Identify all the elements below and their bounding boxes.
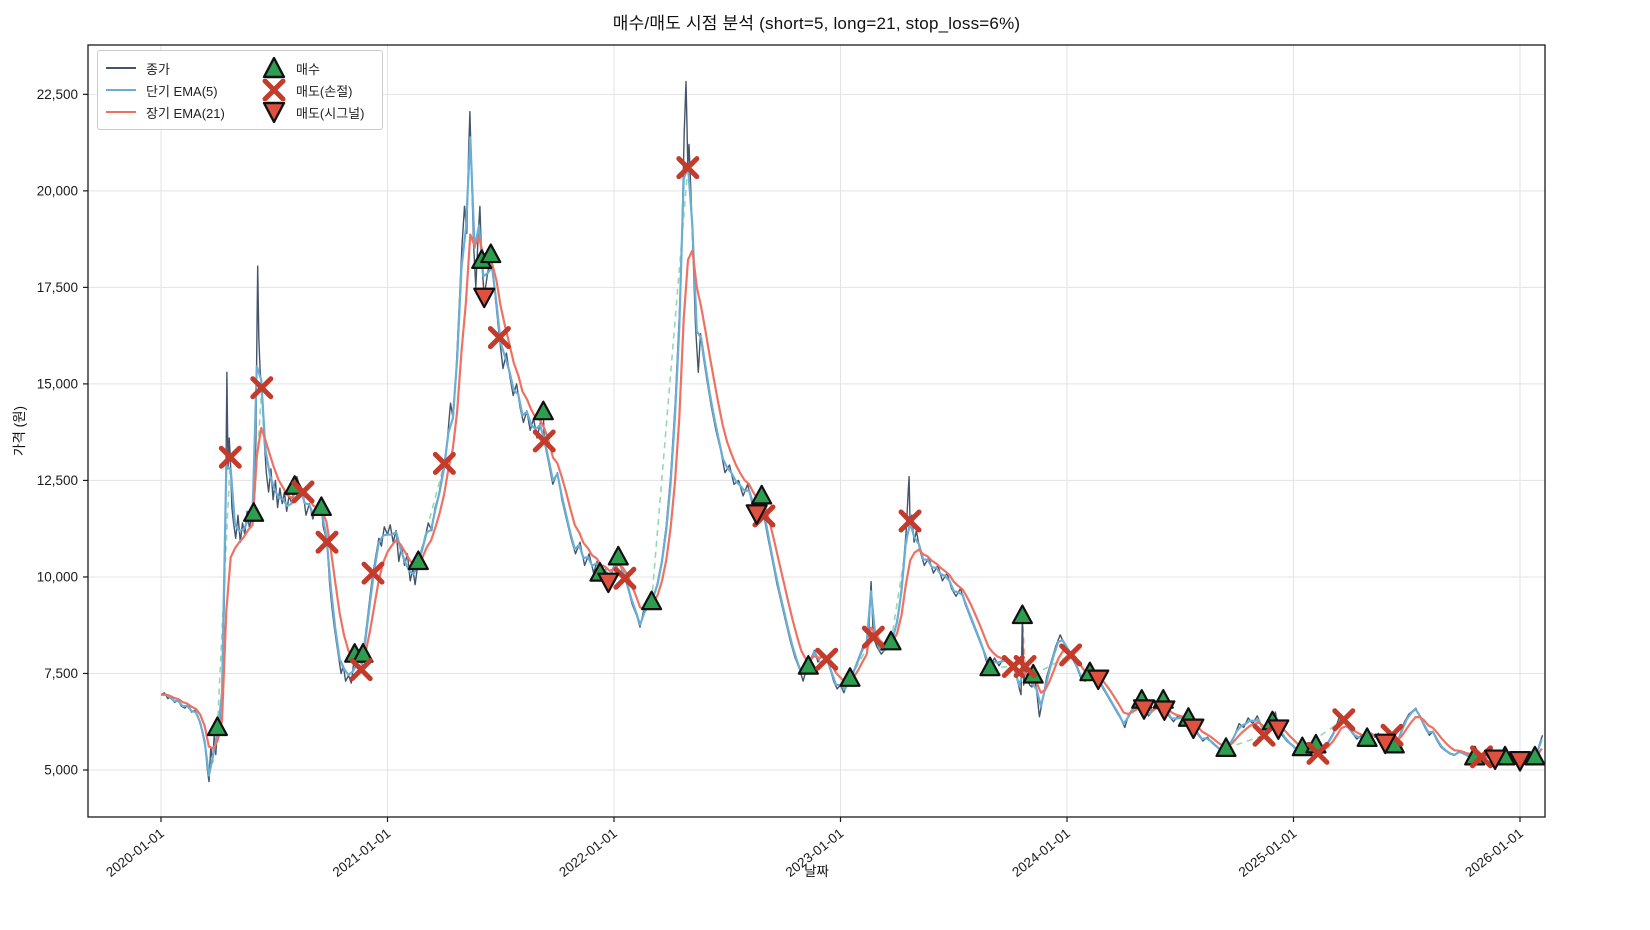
y-tick-label: 5,000 (44, 763, 78, 778)
legend-label-signal: 매도(시그널) (296, 105, 365, 121)
stop-loss-marker (861, 625, 885, 649)
legend-markers-column: 매수 매도(손절) 매도(시그널) (262, 57, 372, 123)
winning-trade-connector (252, 387, 263, 514)
stop-loss-marker (676, 156, 700, 180)
signal-sell-marker (1153, 700, 1176, 721)
signal-sell-marker (1374, 733, 1397, 755)
legend-item-signal: 매도(시그널) (262, 101, 372, 123)
buy-marker (607, 545, 629, 566)
buy-marker (480, 243, 502, 264)
x-axis-label: 날짜 (804, 864, 829, 879)
buy-marker-icon (262, 57, 286, 79)
buy-marker (206, 716, 228, 737)
buy-marker (1356, 727, 1378, 747)
y-tick-label: 12,500 (37, 473, 78, 488)
buy-marker (532, 400, 554, 421)
y-tick-label: 17,500 (37, 280, 78, 295)
buy-marker (797, 655, 819, 675)
buy-marker (979, 656, 1001, 677)
legend-item-ema21: 장기 EMA(21) (106, 101, 258, 123)
legend: 종가 단기 EMA(5) 장기 EMA(21) 매수 매도(손절) 매 (97, 50, 383, 130)
grid-lines (88, 45, 1545, 817)
stop-loss-marker (361, 561, 385, 585)
chart-title: 매수/매도 시점 분석 (short=5, long=21, stop_loss… (612, 14, 1021, 33)
y-tick-label: 15,000 (37, 376, 78, 391)
buy-marker (1215, 737, 1237, 757)
stop-loss-marker (613, 566, 637, 590)
buy-marker (1011, 604, 1033, 625)
winning-trade-connector (1225, 734, 1265, 750)
buy-marker (352, 643, 374, 663)
signal-sell-marker (1508, 750, 1532, 772)
losing-trade-connector (1021, 615, 1026, 667)
stop-loss-marker (1013, 655, 1037, 679)
signal-sell-marker (1087, 669, 1110, 691)
y-tick-label: 20,000 (37, 183, 78, 198)
signal-sell-marker (597, 572, 620, 594)
plot-area (88, 45, 1545, 817)
legend-label-ema5: 단기 EMA(5) (146, 83, 218, 99)
signal-sell-marker (1484, 749, 1507, 771)
signal-sell-marker (473, 287, 496, 309)
legend-item-close: 종가 (106, 57, 258, 79)
buy-marker (839, 667, 861, 687)
buy-marker (751, 484, 773, 505)
stop-loss-marker (1059, 643, 1083, 667)
stop-loss-marker (218, 445, 242, 469)
stop-loss-marker (1252, 723, 1276, 747)
signal-sell-marker (1132, 699, 1156, 720)
stop-loss-marker (315, 530, 339, 554)
stop-loss-marker (1306, 741, 1330, 765)
close-line-swatch (106, 67, 136, 69)
stop-loss-marker (487, 326, 511, 350)
legend-label-close: 종가 (146, 61, 170, 77)
y-axis-label: 가격 (원) (12, 405, 27, 457)
buy-markers (206, 243, 1545, 766)
stop-loss-marker (291, 480, 315, 504)
buy-marker (640, 590, 663, 611)
stop-loss-marker-icon (262, 79, 286, 101)
stop-loss-marker (1332, 708, 1356, 732)
signal-sell-marker (1182, 718, 1205, 740)
buy-marker (880, 630, 902, 651)
stop-loss-markers (218, 156, 1493, 769)
buy-marker (243, 502, 265, 522)
y-tick-label: 10,000 (37, 569, 78, 584)
signal-sell-marker (1267, 719, 1290, 740)
stop-loss-marker (898, 509, 922, 533)
tick-marks (83, 93, 1521, 822)
legend-item-buy: 매수 (262, 57, 372, 79)
legend-item-ema5: 단기 EMA(5) (106, 79, 258, 101)
ema21-line-swatch (106, 111, 136, 113)
ema5-line-swatch (106, 89, 136, 91)
legend-label-ema21: 장기 EMA(21) (146, 105, 225, 121)
y-tick-label: 7,500 (44, 666, 78, 681)
signal-sell-marker (745, 504, 768, 525)
buy-marker (407, 550, 429, 571)
signal-sell-markers (473, 287, 1532, 772)
plot-contents (160, 80, 1545, 783)
axes-spines (87, 44, 1546, 818)
stop-loss-marker (532, 429, 556, 453)
legend-lines-column: 종가 단기 EMA(5) 장기 EMA(21) (106, 57, 258, 123)
stop-loss-marker (815, 647, 839, 671)
stop-loss-marker (250, 376, 274, 400)
buy-marker (1524, 745, 1545, 766)
legend-label-buy: 매수 (296, 61, 320, 77)
legend-item-stop: 매도(손절) (262, 79, 372, 101)
signal-sell-marker-icon (262, 101, 286, 123)
winning-trade-connector (849, 636, 875, 679)
legend-label-stop: 매도(손절) (296, 83, 353, 99)
stop-loss-marker (432, 451, 456, 475)
buy-marker (310, 496, 332, 517)
y-tick-label: 22,500 (37, 87, 78, 102)
winning-trade-connector (1301, 719, 1345, 749)
stop-loss-marker (349, 658, 373, 682)
